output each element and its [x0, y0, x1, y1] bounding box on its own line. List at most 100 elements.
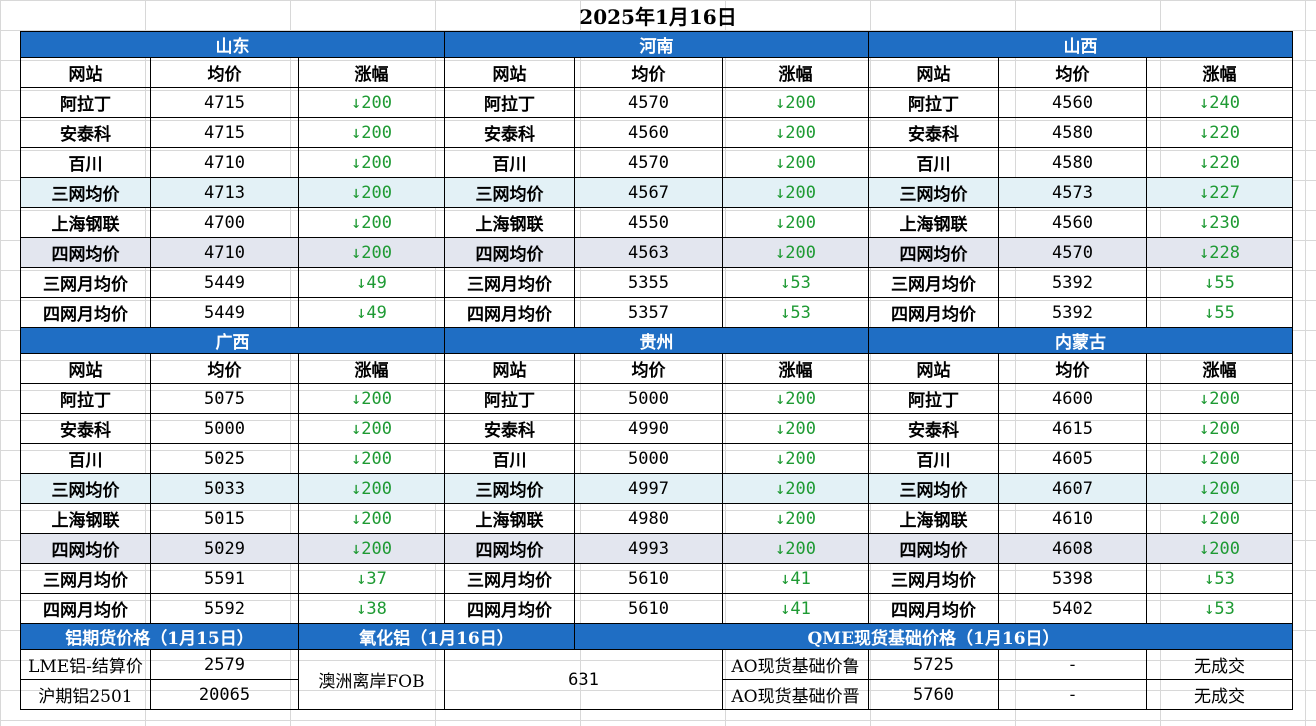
row-label: 上海钢联 [20, 503, 151, 534]
change-cell: ↓228 [1146, 237, 1293, 268]
header-change: 涨幅 [298, 353, 445, 384]
price-cell: 4600 [998, 383, 1147, 414]
price-cell: 4710 [150, 147, 299, 178]
change-cell: ↓200 [1146, 533, 1293, 564]
header-avg: 均价 [574, 353, 723, 384]
change-cell: ↓200 [722, 237, 869, 268]
row-label: 四网月均价 [20, 297, 151, 328]
table-row: 百川 4710 ↓200 百川 4570 ↓200 百川 4580 ↓220 [20, 147, 1293, 178]
change-cell: ↓200 [1146, 413, 1293, 444]
table-row: 安泰科 5000 ↓200 安泰科 4990 ↓200 安泰科 4615 ↓200 [20, 413, 1293, 444]
row-label: 上海钢联 [444, 503, 575, 534]
change-cell: ↓200 [298, 383, 445, 414]
change-cell: ↓200 [722, 533, 869, 564]
change-cell: ↓200 [298, 237, 445, 268]
price-cell: 4710 [150, 237, 299, 268]
price-cell: 4605 [998, 443, 1147, 474]
price-cell: 5029 [150, 533, 299, 564]
change-cell: ↓200 [722, 147, 869, 178]
price-cell: 4980 [574, 503, 723, 534]
price-cell: 5075 [150, 383, 299, 414]
row-label: 百川 [20, 147, 151, 178]
table-row: 上海钢联 4700 ↓200 上海钢联 4550 ↓200 上海钢联 4560 ↓230 [20, 207, 1293, 238]
price-cell: 4560 [574, 117, 723, 148]
header-change: 涨幅 [1146, 353, 1293, 384]
price-cell: 4560 [998, 207, 1147, 238]
price-cell: 5033 [150, 473, 299, 504]
region-title: 内蒙古 [868, 327, 1293, 354]
change-cell: ↓230 [1146, 207, 1293, 238]
qme-note: 无成交 [1146, 649, 1293, 680]
change-cell: ↓200 [298, 473, 445, 504]
row-label: 阿拉丁 [20, 87, 151, 118]
row-label: 安泰科 [868, 117, 999, 148]
row-label: 百川 [868, 443, 999, 474]
row-label: 四网均价 [20, 237, 151, 268]
price-cell: 4570 [998, 237, 1147, 268]
row-label: 安泰科 [20, 117, 151, 148]
row-label: 安泰科 [20, 413, 151, 444]
row-label: 三网均价 [20, 177, 151, 208]
table-row: 百川 5025 ↓200 百川 5000 ↓200 百川 4605 ↓200 [20, 443, 1293, 474]
price-cell: 5000 [150, 413, 299, 444]
change-cell: ↓240 [1146, 87, 1293, 118]
price-cell: 5392 [998, 297, 1147, 328]
header-avg: 均价 [150, 57, 299, 88]
change-cell: ↓200 [298, 177, 445, 208]
table-row: 三网均价 4713 ↓200 三网均价 4567 ↓200 三网均价 4573 ↓227 [20, 177, 1293, 208]
change-cell: ↓200 [1146, 443, 1293, 474]
row-label: 三网均价 [868, 473, 999, 504]
table-row: 上海钢联 5015 ↓200 上海钢联 4980 ↓200 上海钢联 4610 ↓200 [20, 503, 1293, 534]
price-cell: 4997 [574, 473, 723, 504]
alumina-title: 氧化铝（1月16日） [298, 623, 575, 650]
change-cell: ↓227 [1146, 177, 1293, 208]
region-title: 山西 [868, 31, 1293, 58]
change-cell: ↓53 [1146, 563, 1293, 594]
change-cell: ↓200 [722, 87, 869, 118]
price-cell: 4715 [150, 117, 299, 148]
header-site: 网站 [444, 57, 575, 88]
change-cell: ↓200 [1146, 383, 1293, 414]
row-label: 四网月均价 [868, 297, 999, 328]
region-title: 广西 [20, 327, 445, 354]
row-label: 阿拉丁 [868, 87, 999, 118]
change-cell: ↓200 [298, 207, 445, 238]
price-cell: 5591 [150, 563, 299, 594]
column-header-row: 网站 均价 涨幅 网站 均价 涨幅 网站 均价 涨幅 [20, 353, 1293, 384]
change-cell: ↓200 [722, 503, 869, 534]
table-row: 三网月均价 5591 ↓37 三网月均价 5610 ↓41 三网月均价 5398 ↓53 [20, 563, 1293, 594]
price-cell: 4567 [574, 177, 723, 208]
price-cell: 4573 [998, 177, 1147, 208]
header-site: 网站 [868, 353, 999, 384]
row-label: 四网均价 [868, 237, 999, 268]
change-cell: ↓200 [298, 147, 445, 178]
row-label: 阿拉丁 [444, 383, 575, 414]
change-cell: ↓41 [722, 563, 869, 594]
bottom-header-row: 铝期货价格（1月15日） 氧化铝（1月16日） QME现货基础价格（1月16日） [20, 623, 1293, 650]
qme-title: QME现货基础价格（1月16日） [574, 623, 1293, 650]
header-change: 涨幅 [722, 353, 869, 384]
header-avg: 均价 [998, 57, 1147, 88]
row-label: 四网均价 [444, 237, 575, 268]
price-cell: 4580 [998, 147, 1147, 178]
alumina-label: 澳洲离岸FOB [298, 649, 445, 710]
price-cell: 5398 [998, 563, 1147, 594]
price-cell: 4570 [574, 87, 723, 118]
row-label: 上海钢联 [444, 207, 575, 238]
qme-value: 5760 [868, 679, 999, 710]
price-cell: 4560 [998, 87, 1147, 118]
change-cell: ↓220 [1146, 117, 1293, 148]
price-cell: 4563 [574, 237, 723, 268]
qme-note: 无成交 [1146, 679, 1293, 710]
change-cell: ↓200 [722, 207, 869, 238]
shfe-label: 沪期铝2501 [20, 679, 151, 710]
price-cell: 4570 [574, 147, 723, 178]
price-table: 山东 河南 山西 网站 均价 涨幅 网站 均价 涨幅 网站 均价 涨幅 阿拉丁 4715 ↓200 阿拉丁 45… [20, 31, 1293, 710]
row-label: 三网均价 [20, 473, 151, 504]
price-cell: 4607 [998, 473, 1147, 504]
header-site: 网站 [868, 57, 999, 88]
price-cell: 5015 [150, 503, 299, 534]
row-label: 三网月均价 [868, 563, 999, 594]
row-label: 上海钢联 [868, 207, 999, 238]
